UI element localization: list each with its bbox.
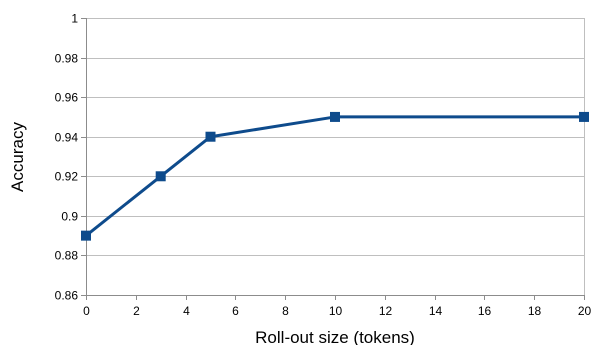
- data-point: [579, 111, 589, 122]
- y-tick-labels: 0.86 0.88 0.9 0.92 0.94 0.96 0.98 1: [55, 12, 79, 303]
- data-point: [205, 131, 216, 142]
- x-tick-label: 16: [478, 304, 492, 318]
- x-tick-label: 14: [429, 304, 443, 318]
- grid-lines: [86, 18, 584, 296]
- x-tick-label: 10: [329, 304, 343, 318]
- y-tick-label: 0.92: [55, 170, 79, 184]
- y-axis-title: Accuracy: [8, 122, 27, 192]
- x-tick-labels: 0 2 4 6 8 10 12 14 16 18 20: [83, 304, 591, 318]
- x-tick-label: 6: [232, 304, 239, 318]
- y-tick-label: 0.98: [55, 52, 79, 66]
- x-tick-label: 0: [83, 304, 90, 318]
- series-layer: [81, 111, 589, 241]
- y-tick-label: 1: [71, 12, 78, 26]
- x-tick-label: 2: [133, 304, 140, 318]
- data-point: [330, 111, 340, 122]
- x-tick-label: 20: [578, 304, 592, 318]
- y-tick-label: 0.86: [55, 289, 79, 303]
- data-point: [81, 230, 91, 241]
- x-tick-label: 4: [183, 304, 190, 318]
- y-tick-label: 0.9: [61, 210, 78, 224]
- y-tick-label: 0.96: [55, 91, 79, 105]
- y-tick-label: 0.88: [55, 249, 79, 263]
- data-point: [155, 171, 166, 182]
- x-tick-label: 18: [528, 304, 542, 318]
- x-tick-label: 8: [282, 304, 289, 318]
- y-tick-label: 0.94: [55, 131, 79, 145]
- plot-axes: [81, 18, 585, 300]
- x-axis-title: Roll-out size (tokens): [255, 328, 415, 345]
- x-tick-label: 12: [379, 304, 393, 318]
